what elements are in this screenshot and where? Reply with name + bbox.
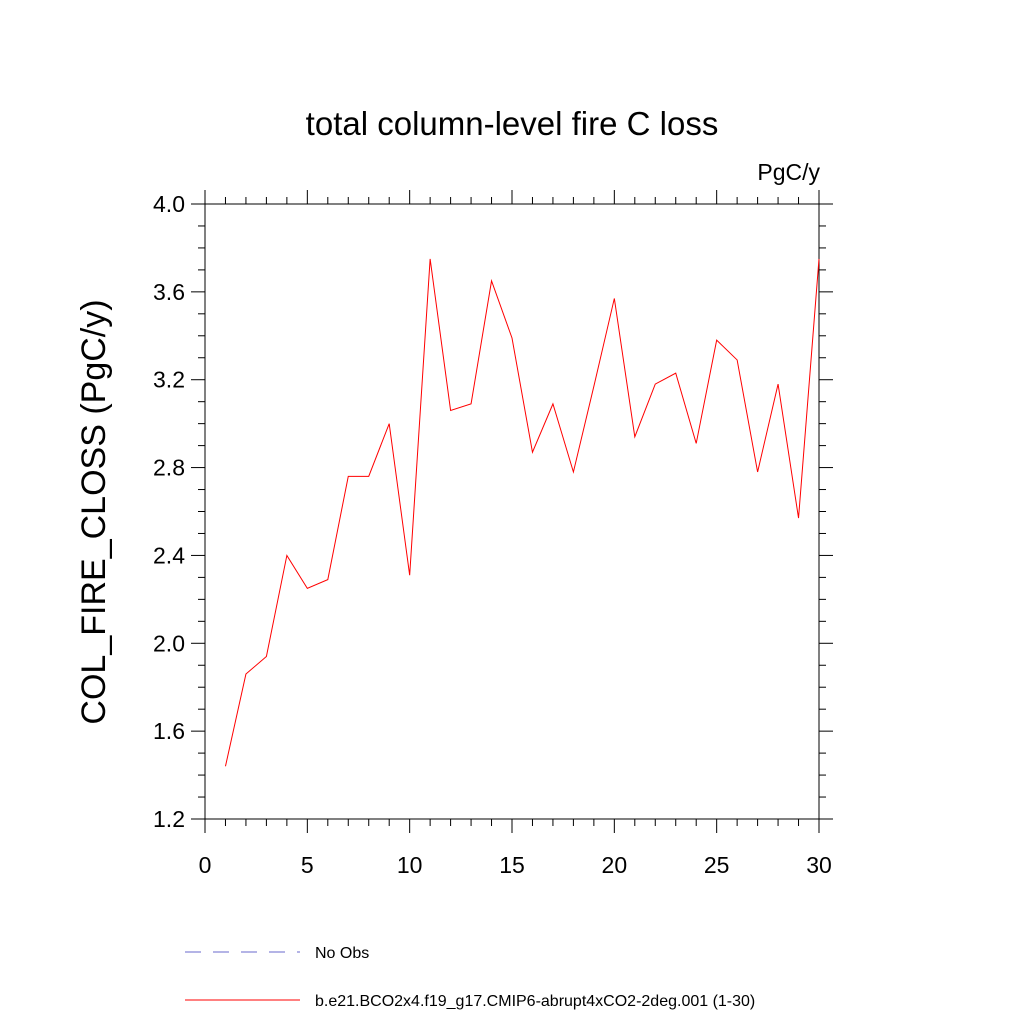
y-tick-label: 2.0 [153, 630, 185, 656]
x-tick-label: 5 [301, 852, 314, 878]
x-tick-label: 25 [704, 852, 730, 878]
y-tick-label: 3.6 [153, 279, 185, 305]
y-tick-label: 1.6 [153, 718, 185, 744]
y-tick-label: 1.2 [153, 806, 185, 832]
x-tick-label: 10 [397, 852, 423, 878]
y-tick-label: 4.0 [153, 191, 185, 217]
x-tick-label: 20 [602, 852, 628, 878]
legend-label: b.e21.BCO2x4.f19_g17.CMIP6-abrupt4xCO2-2… [315, 993, 755, 1010]
legend-label: No Obs [315, 945, 369, 962]
y-tick-label: 2.4 [153, 542, 185, 568]
x-tick-label: 15 [499, 852, 525, 878]
chart-title: total column-level fire C loss [306, 105, 719, 142]
y-tick-label: 2.8 [153, 455, 185, 481]
y-axis-label: COL_FIRE_CLOSS (PgC/y) [75, 299, 113, 724]
x-tick-label: 30 [806, 852, 832, 878]
data-line [224, 258, 820, 767]
x-tick-label: 0 [199, 852, 212, 878]
y-tick-label: 3.2 [153, 367, 185, 393]
units-label: PgC/y [757, 159, 820, 185]
